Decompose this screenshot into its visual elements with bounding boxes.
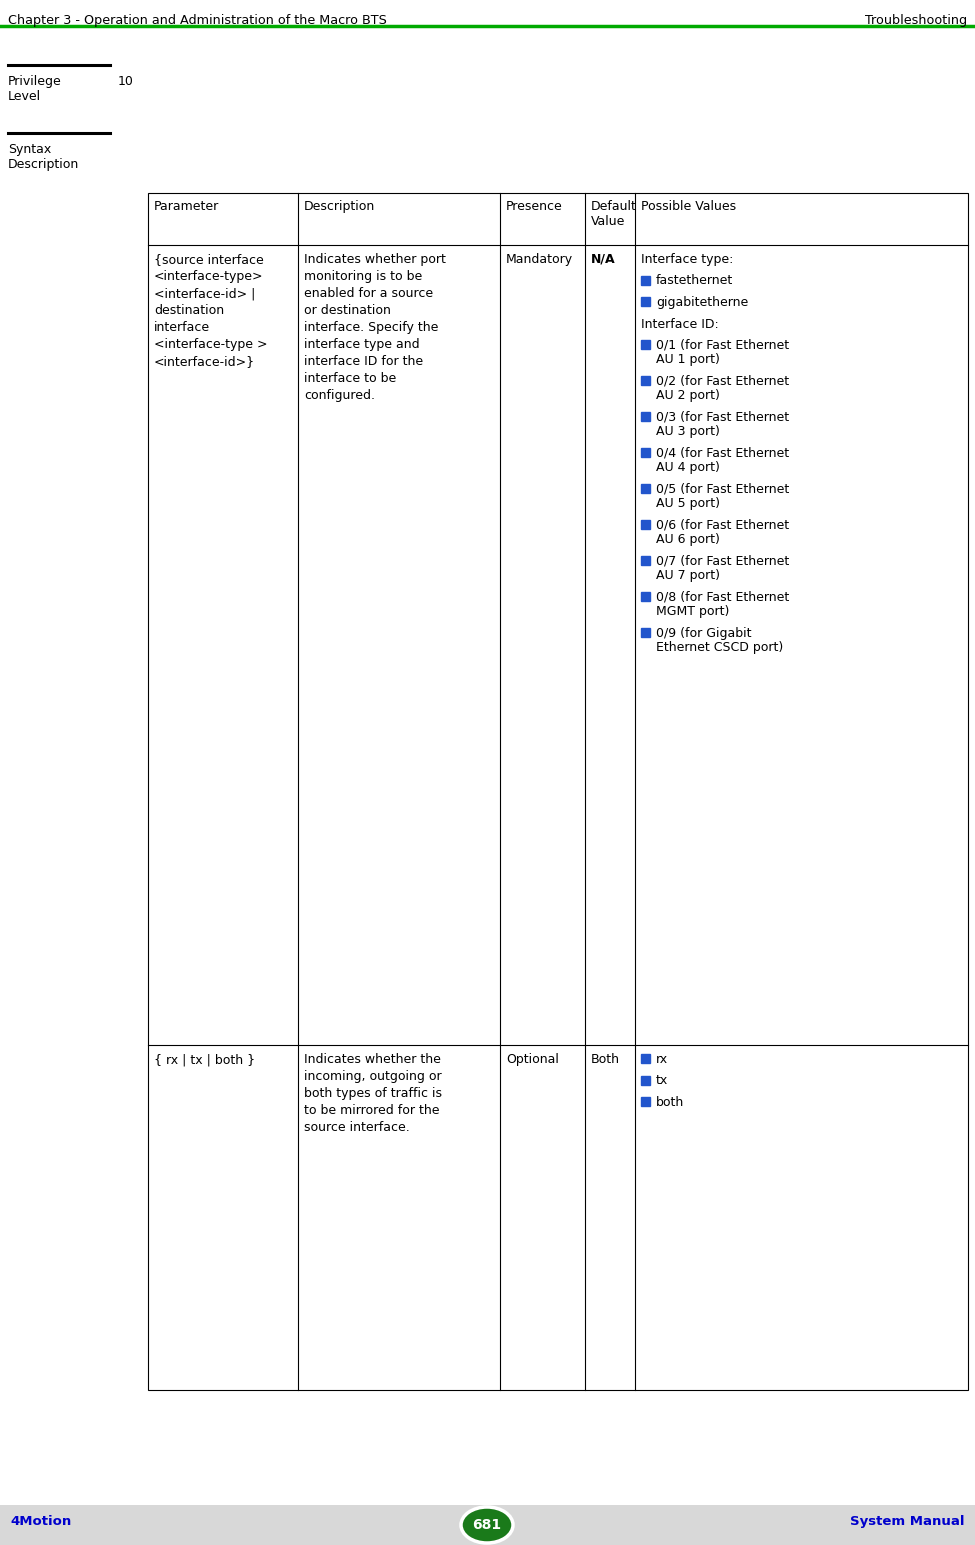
Text: 10: 10 <box>118 76 134 88</box>
Text: gigabitetherne: gigabitetherne <box>656 297 748 309</box>
Text: 0/4 (for Fast Ethernet: 0/4 (for Fast Ethernet <box>656 447 789 460</box>
Text: Syntax: Syntax <box>8 144 52 156</box>
Text: AU 3 port): AU 3 port) <box>656 425 720 439</box>
Bar <box>641 297 650 306</box>
Text: Default
Value: Default Value <box>591 199 637 229</box>
Bar <box>641 1075 650 1085</box>
Text: Indicates whether the
incoming, outgoing or
both types of traffic is
to be mirro: Indicates whether the incoming, outgoing… <box>304 1054 442 1134</box>
Bar <box>641 340 650 349</box>
Text: Mandatory: Mandatory <box>506 253 573 266</box>
Text: tx: tx <box>656 1074 668 1088</box>
Text: Chapter 3 - Operation and Administration of the Macro BTS: Chapter 3 - Operation and Administration… <box>8 14 387 26</box>
Bar <box>641 556 650 565</box>
Text: Possible Values: Possible Values <box>641 199 736 213</box>
Text: 0/8 (for Fast Ethernet: 0/8 (for Fast Ethernet <box>656 592 789 604</box>
Bar <box>641 413 650 420</box>
Bar <box>641 275 650 284</box>
Bar <box>0 1505 975 1545</box>
Text: 681: 681 <box>473 1519 501 1533</box>
Text: both: both <box>656 1095 684 1109</box>
Text: fastethernet: fastethernet <box>656 275 733 287</box>
Text: 0/1 (for Fast Ethernet: 0/1 (for Fast Ethernet <box>656 338 789 352</box>
Bar <box>641 1054 650 1063</box>
Text: AU 7 port): AU 7 port) <box>656 570 720 582</box>
Text: 0/7 (for Fast Ethernet: 0/7 (for Fast Ethernet <box>656 555 789 569</box>
Text: Presence: Presence <box>506 199 563 213</box>
Text: 0/3 (for Fast Ethernet: 0/3 (for Fast Ethernet <box>656 411 789 423</box>
Text: {source interface
<interface-type>
<interface-id> |
destination
interface
<inter: {source interface <interface-type> <inte… <box>154 253 267 368</box>
Text: Parameter: Parameter <box>154 199 219 213</box>
Bar <box>641 592 650 601</box>
Text: System Manual: System Manual <box>850 1516 965 1528</box>
Bar <box>641 375 650 385</box>
Bar <box>148 193 968 1390</box>
Text: Interface ID:: Interface ID: <box>641 318 719 331</box>
Ellipse shape <box>461 1506 513 1543</box>
Text: Description: Description <box>8 158 79 171</box>
Text: AU 1 port): AU 1 port) <box>656 354 720 366</box>
Bar <box>641 1097 650 1106</box>
Text: 4Motion: 4Motion <box>10 1516 71 1528</box>
Bar <box>641 521 650 528</box>
Text: AU 5 port): AU 5 port) <box>656 497 720 510</box>
Text: N/A: N/A <box>591 253 615 266</box>
Text: 0/9 (for Gigabit: 0/9 (for Gigabit <box>656 627 752 640</box>
Text: { rx | tx | both }: { rx | tx | both } <box>154 1054 255 1066</box>
Text: Ethernet CSCD port): Ethernet CSCD port) <box>656 641 783 655</box>
Text: Indicates whether port
monitoring is to be
enabled for a source
or destination
i: Indicates whether port monitoring is to … <box>304 253 446 402</box>
Text: MGMT port): MGMT port) <box>656 606 729 618</box>
Text: AU 2 port): AU 2 port) <box>656 389 720 403</box>
Text: Optional: Optional <box>506 1054 559 1066</box>
Text: AU 4 port): AU 4 port) <box>656 462 720 474</box>
Text: Level: Level <box>8 90 41 104</box>
Bar <box>641 484 650 493</box>
Text: rx: rx <box>656 1054 668 1066</box>
Bar <box>641 627 650 637</box>
Text: 0/5 (for Fast Ethernet: 0/5 (for Fast Ethernet <box>656 484 789 496</box>
Text: 0/6 (for Fast Ethernet: 0/6 (for Fast Ethernet <box>656 519 789 531</box>
Text: Interface type:: Interface type: <box>641 253 733 266</box>
Text: AU 6 port): AU 6 port) <box>656 533 720 547</box>
Bar <box>641 448 650 457</box>
Text: Description: Description <box>304 199 375 213</box>
Text: Troubleshooting: Troubleshooting <box>865 14 967 26</box>
Text: Both: Both <box>591 1054 620 1066</box>
Text: Privilege: Privilege <box>8 76 61 88</box>
Text: 0/2 (for Fast Ethernet: 0/2 (for Fast Ethernet <box>656 375 789 388</box>
